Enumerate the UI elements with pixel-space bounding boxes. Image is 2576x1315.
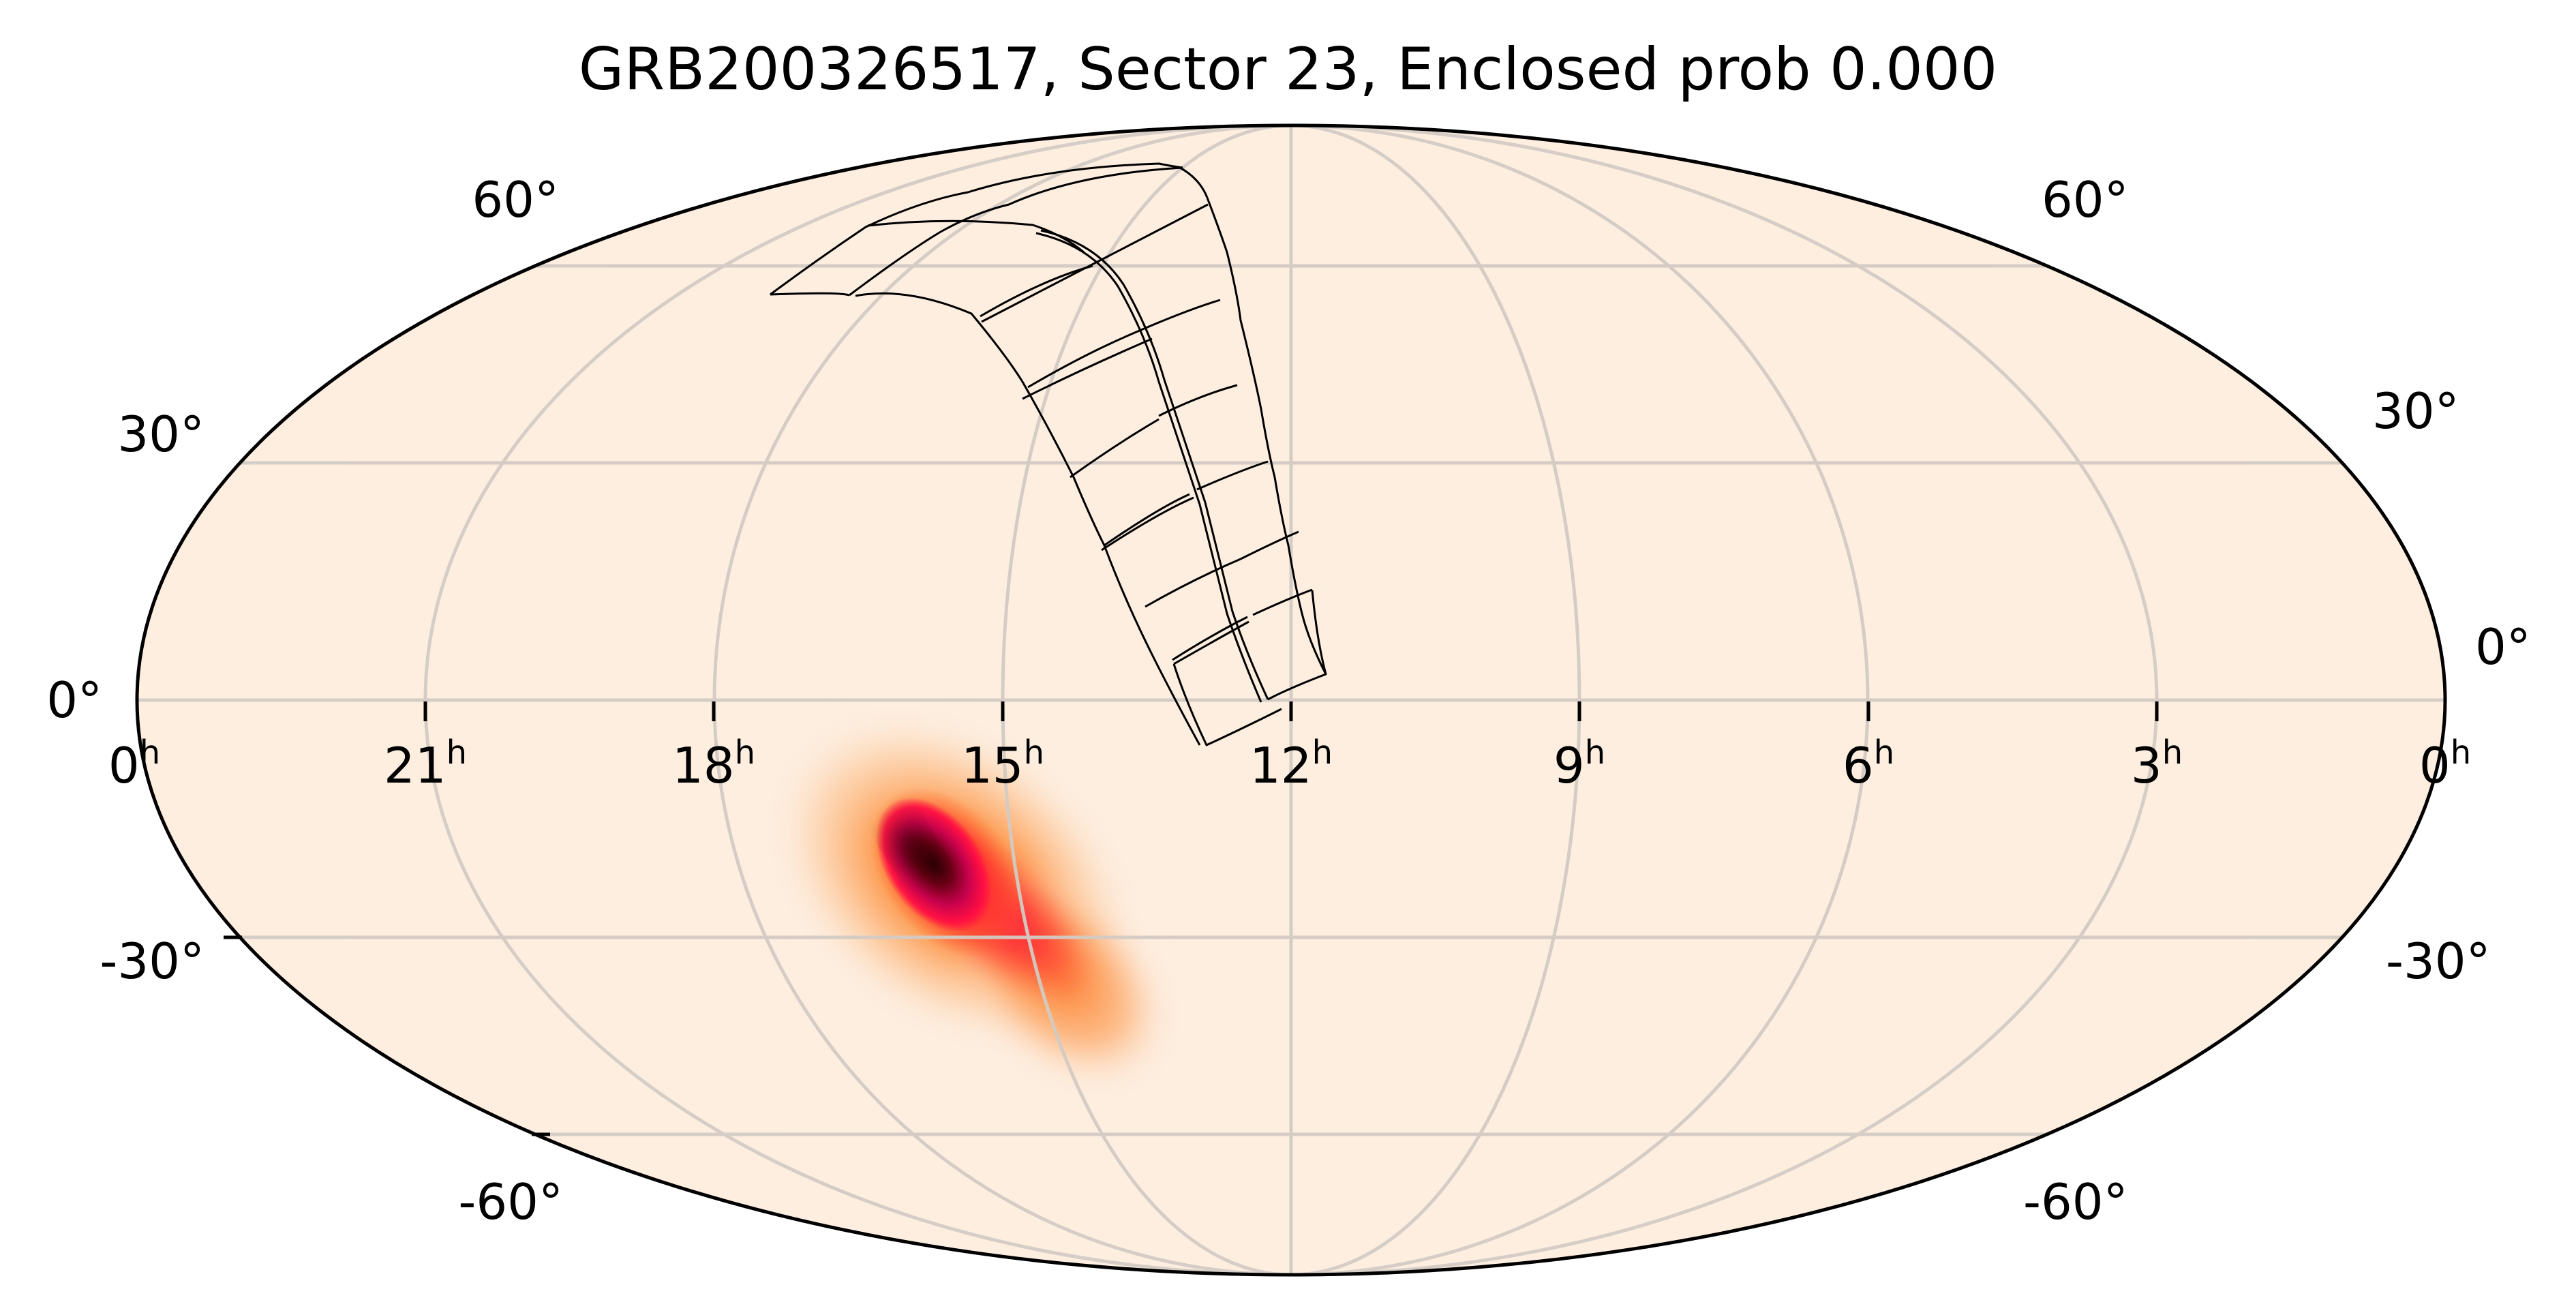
dec-label-minus60-left: -60°: [458, 1173, 563, 1230]
dec-label-60-right: 60°: [2042, 171, 2129, 228]
probability-heatmap: [770, 710, 1175, 1093]
tess-footprint: [770, 162, 1327, 746]
dec-label-30-left: 30°: [117, 406, 204, 463]
meridian-15h: [1001, 125, 1292, 1275]
dec-label-minus30-right: -30°: [2386, 933, 2491, 990]
ra-label-6h: 6h: [1843, 734, 1894, 794]
sky-outline: [135, 123, 2447, 1277]
ra-label-15h: 15h: [961, 734, 1044, 794]
dec-label-60-left: 60°: [472, 171, 559, 228]
dec-ticks: [224, 935, 550, 1136]
ra-label-12h: 12h: [1249, 734, 1333, 794]
dec-label-minus60-right: -60°: [2023, 1173, 2128, 1230]
meridian-9h: [1290, 125, 1581, 1275]
meridian-21h: [423, 125, 1292, 1275]
meridian-6h: [1290, 125, 1870, 1275]
ra-label-3h: 3h: [2131, 734, 2183, 794]
meridian-3h: [1290, 125, 2159, 1275]
meridian-18h: [712, 125, 1292, 1275]
dec-label-30-right: 30°: [2372, 382, 2459, 440]
chart-title: GRB200326517, Sector 23, Enclosed prob 0…: [578, 35, 1998, 104]
ra-label-0h-right: 0h: [2419, 734, 2471, 794]
ra-label-9h: 9h: [1554, 734, 1605, 794]
dec-label-0-left: 0°: [46, 671, 102, 729]
dec-label-minus30-left: -30°: [100, 933, 204, 990]
ra-tick-labels: 0h 21h 18h 15h 12h 9h 6h 3h 0h: [108, 734, 2471, 794]
graticule: [137, 125, 2445, 1275]
ra-label-21h: 21h: [384, 734, 467, 794]
ra-ticks: [423, 701, 2159, 721]
ra-label-18h: 18h: [672, 734, 755, 794]
dec-label-0-right: 0°: [2475, 618, 2531, 676]
dec-tick-labels-left: 60° 30° 0° -30° -60°: [46, 171, 563, 1230]
dec-tick-labels-right: 60° 30° 0° -30° -60°: [2023, 171, 2531, 1230]
ra-label-0h-left: 0h: [108, 734, 160, 794]
